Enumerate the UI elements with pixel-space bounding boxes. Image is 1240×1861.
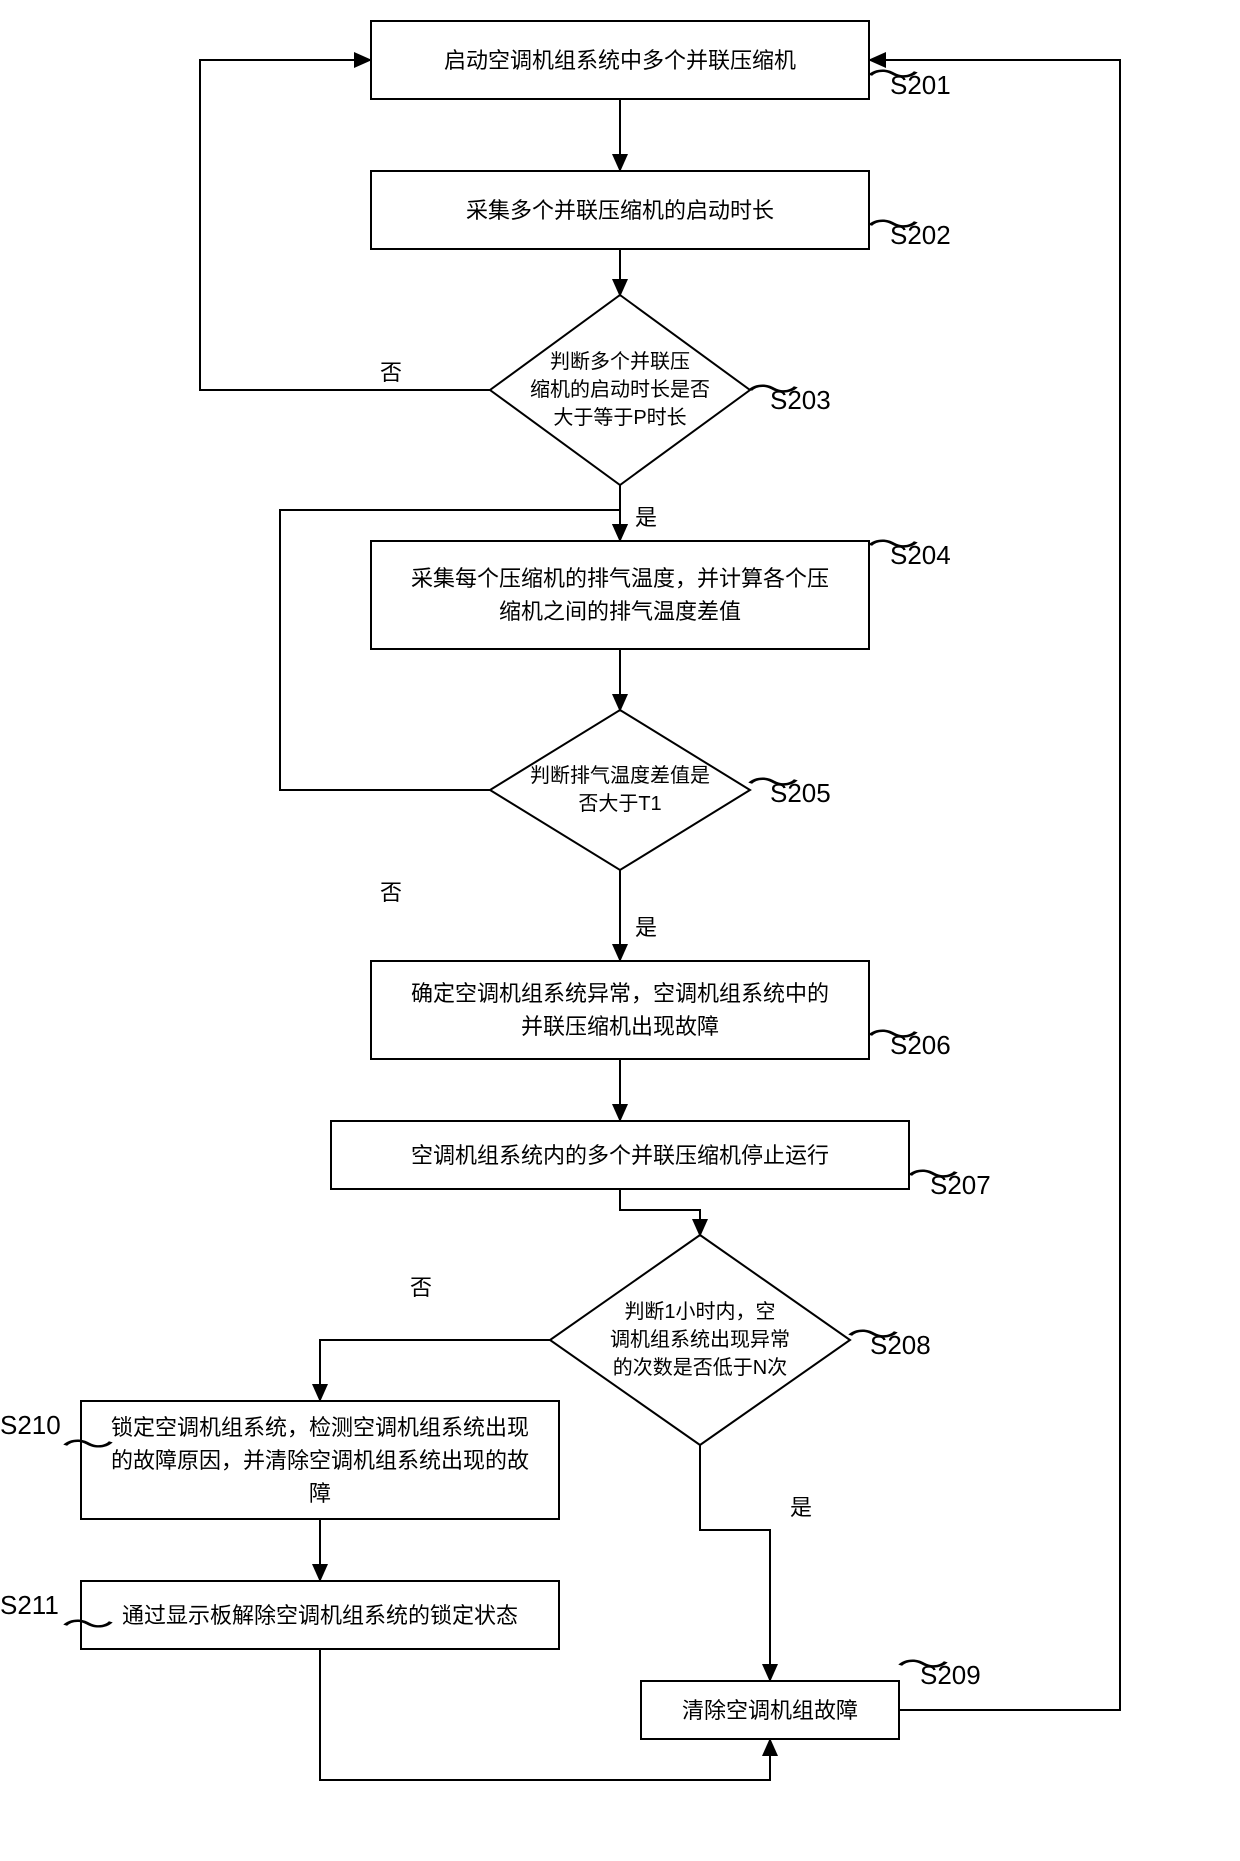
flowchart-diagram: 启动空调机组系统中多个并联压缩机 采集多个并联压缩机的启动时长 判断多个并联压缩… (80, 20, 1180, 1840)
step-tilde-s202: ～ (866, 200, 920, 244)
node-s204-text: 采集每个压缩机的排气温度，并计算各个压缩机之间的排气温度差值 (411, 562, 829, 628)
step-tilde-s206: ～ (866, 1010, 920, 1054)
edge-label-s203_yes: 是 (635, 500, 657, 532)
edge-label-s205_yes: 是 (635, 910, 657, 942)
step-tilde-s203: ～ (746, 365, 800, 409)
node-s205-text: 判断排气温度差值是否大于T1 (530, 762, 710, 818)
node-s208: 判断1小时内，空调机组系统出现异常的次数是否低于N次 (550, 1235, 850, 1445)
edge-label-s208_yes: 是 (790, 1490, 812, 1522)
node-s207-text: 空调机组系统内的多个并联压缩机停止运行 (411, 1139, 829, 1172)
node-s201-text: 启动空调机组系统中多个并联压缩机 (444, 44, 796, 77)
node-s203: 判断多个并联压缩机的启动时长是否大于等于P时长 (490, 295, 750, 485)
node-s211-text: 通过显示板解除空调机组系统的锁定状态 (122, 1599, 518, 1632)
node-s203-text: 判断多个并联压缩机的启动时长是否大于等于P时长 (530, 348, 710, 432)
edge-label-s205_no: 否 (380, 875, 402, 907)
step-label-s210: S210 (0, 1410, 61, 1441)
node-s207: 空调机组系统内的多个并联压缩机停止运行 (330, 1120, 910, 1190)
node-s206: 确定空调机组系统异常，空调机组系统中的并联压缩机出现故障 (370, 960, 870, 1060)
node-s209-text: 清除空调机组故障 (682, 1694, 858, 1727)
edge-label-s203_no: 否 (380, 355, 402, 387)
step-tilde-s210: ～ (61, 1420, 115, 1464)
step-tilde-s211: ～ (61, 1600, 115, 1644)
node-s210: 锁定空调机组系统，检测空调机组系统出现的故障原因，并清除空调机组系统出现的故障 (80, 1400, 560, 1520)
node-s211: 通过显示板解除空调机组系统的锁定状态 (80, 1580, 560, 1650)
step-tilde-s208: ～ (846, 1310, 900, 1354)
node-s206-text: 确定空调机组系统异常，空调机组系统中的并联压缩机出现故障 (411, 977, 829, 1043)
step-tilde-s205: ～ (746, 758, 800, 802)
node-s202: 采集多个并联压缩机的启动时长 (370, 170, 870, 250)
node-s201: 启动空调机组系统中多个并联压缩机 (370, 20, 870, 100)
node-s209: 清除空调机组故障 (640, 1680, 900, 1740)
step-tilde-s204: ～ (866, 520, 920, 564)
node-s202-text: 采集多个并联压缩机的启动时长 (466, 194, 774, 227)
step-tilde-s207: ～ (906, 1150, 960, 1194)
node-s205: 判断排气温度差值是否大于T1 (490, 710, 750, 870)
step-label-s211: S211 (0, 1590, 59, 1621)
node-s210-text: 锁定空调机组系统，检测空调机组系统出现的故障原因，并清除空调机组系统出现的故障 (111, 1411, 529, 1510)
edge-label-s208_no: 否 (410, 1270, 432, 1302)
step-tilde-s201: ～ (866, 50, 920, 94)
node-s204: 采集每个压缩机的排气温度，并计算各个压缩机之间的排气温度差值 (370, 540, 870, 650)
edges-svg (80, 20, 1180, 1840)
step-tilde-s209: ～ (896, 1640, 950, 1684)
node-s208-text: 判断1小时内，空调机组系统出现异常的次数是否低于N次 (610, 1298, 790, 1382)
